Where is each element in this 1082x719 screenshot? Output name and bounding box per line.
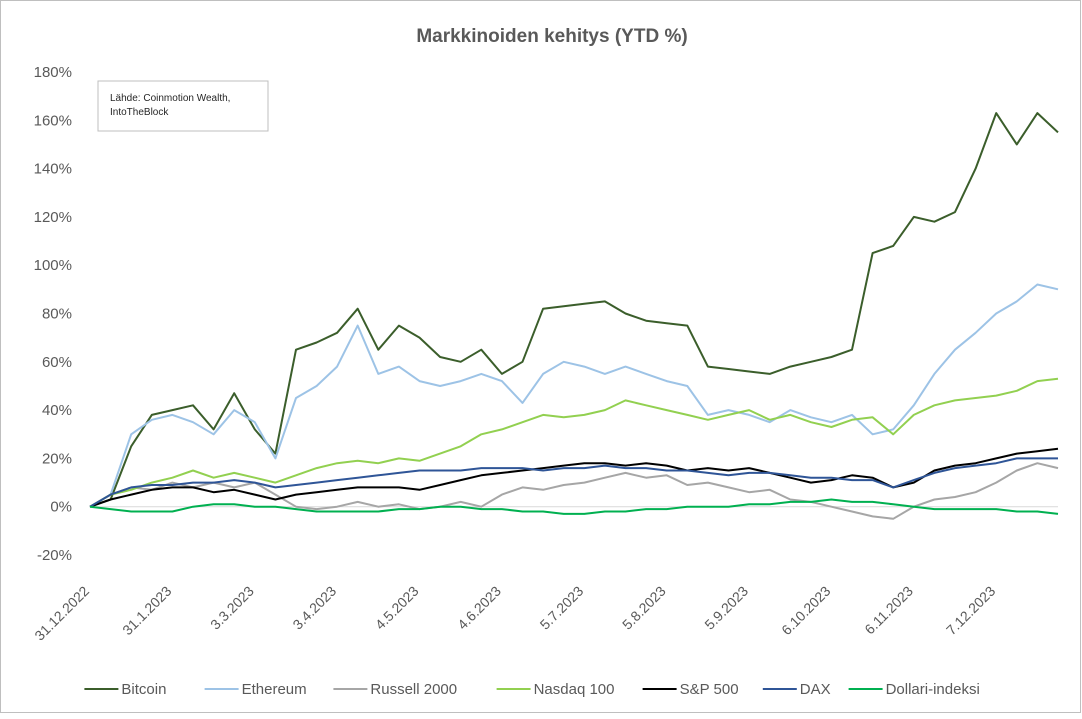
y-tick-label: 40% xyxy=(42,402,72,419)
y-tick-label: 60% xyxy=(42,354,72,371)
y-tick-label: -20% xyxy=(37,547,72,564)
series-line xyxy=(89,462,1059,520)
legend-label: S&P 500 xyxy=(680,681,739,698)
series-line xyxy=(89,112,1059,508)
y-tick-label: 80% xyxy=(42,306,72,323)
annotation-box xyxy=(97,80,269,132)
series-line xyxy=(89,457,1058,508)
annotation: Lähde: Coinmotion Wealth, xyxy=(110,93,230,104)
series-line xyxy=(89,498,1059,515)
y-tick-label: 120% xyxy=(34,209,72,226)
legend-label: Russell 2000 xyxy=(370,681,457,698)
y-tick-label: 140% xyxy=(34,161,72,178)
legend-label: DAX xyxy=(800,681,831,698)
y-tick-label: 0% xyxy=(50,499,72,516)
y-tick-label: 20% xyxy=(42,450,72,467)
legend-label: Dollari-indeksi xyxy=(886,681,980,698)
y-tick-label: 180% xyxy=(34,64,72,81)
series-line xyxy=(89,283,1059,508)
legend-label: Ethereum xyxy=(242,681,307,698)
y-tick-label: 160% xyxy=(34,112,72,129)
legend-label: Bitcoin xyxy=(121,681,166,698)
annotation: IntoTheBlock xyxy=(110,107,169,118)
series-line xyxy=(89,377,1059,508)
chart-title: Markkinoiden kehitys (YTD %) xyxy=(416,26,687,47)
y-tick-label: 100% xyxy=(34,257,72,274)
legend-label: Nasdaq 100 xyxy=(534,681,615,698)
